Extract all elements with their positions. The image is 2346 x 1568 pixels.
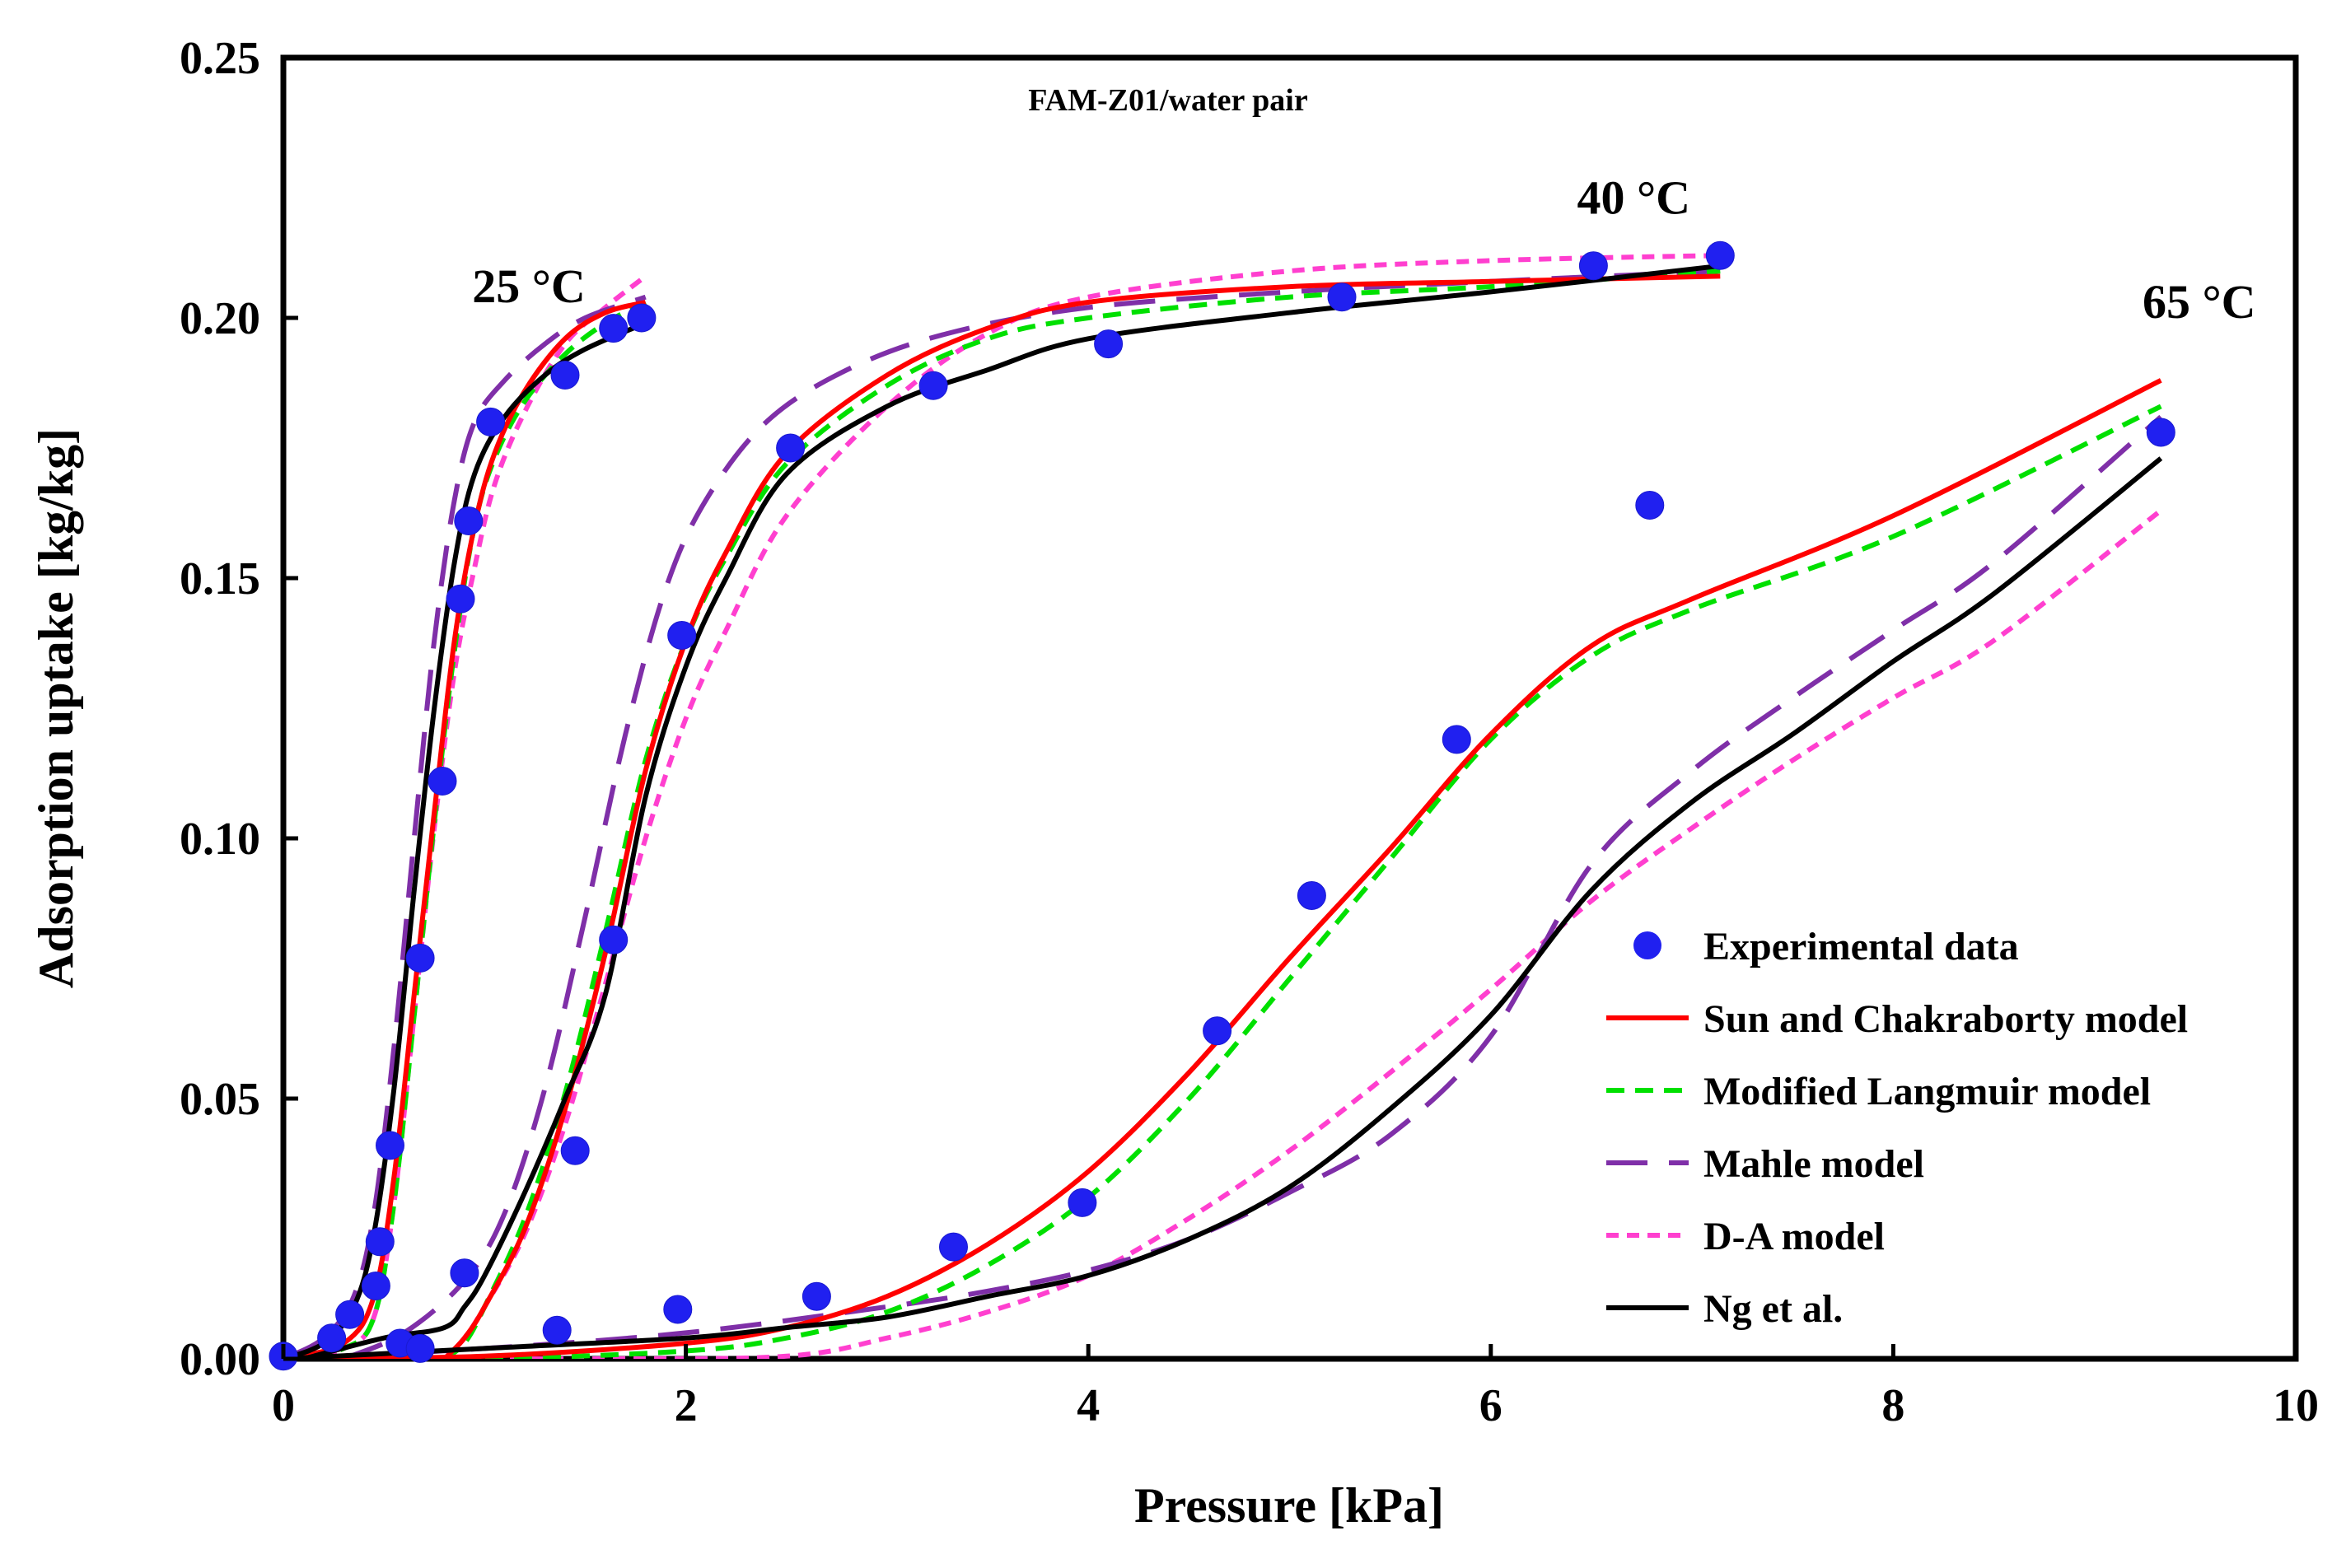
experimental-data-point	[1297, 881, 1326, 910]
experimental-data-point	[1578, 251, 1608, 281]
experimental-data-point	[1203, 1016, 1232, 1046]
legend-label: Ng et al.	[1703, 1287, 1843, 1331]
experimental-data-point	[599, 925, 629, 954]
experimental-data-point	[2146, 418, 2175, 447]
sun-model-curve-1	[442, 273, 1721, 1359]
ng-model-curve-2	[283, 456, 2163, 1359]
experimental-data-point	[627, 303, 657, 333]
experimental-data-point	[376, 1131, 404, 1160]
ng-model-curve-0	[283, 320, 647, 1359]
y-tick-label: 0.25	[180, 33, 260, 84]
sun-model-curve-2	[283, 378, 2162, 1359]
mahle-model-curve-1	[343, 268, 1721, 1359]
y-axis: 0.00 0.05 0.10 0.15 0.20 0.25	[180, 33, 298, 1385]
mahle-model-curve-2	[283, 414, 2163, 1359]
x-tick-label: 2	[675, 1380, 698, 1431]
y-tick-label: 0.00	[180, 1334, 260, 1385]
temperature-annotations: 25 °C 40 °C 65 °C	[472, 171, 2255, 329]
x-tick-label: 4	[1077, 1380, 1100, 1431]
langmuir-model-curve-1	[442, 268, 1721, 1359]
ng-model-curve-1	[302, 263, 1721, 1359]
legend-marker-experimental	[1633, 931, 1661, 959]
experimental-data-point	[450, 1258, 479, 1288]
plot-area-frame	[280, 54, 2299, 1362]
experimental-data-point	[1705, 240, 1735, 270]
model-curves	[283, 253, 2163, 1359]
experimental-data-point	[365, 1227, 395, 1257]
mahle-model-curve-0	[283, 294, 647, 1359]
experimental-data-point	[1635, 491, 1665, 520]
experimental-data-point	[560, 1136, 590, 1165]
legend: Experimental data Sun and Chakraborty mod…	[1606, 925, 2188, 1331]
da-model-curve-2	[283, 508, 2163, 1359]
x-tick-label: 8	[1881, 1380, 1904, 1431]
x-axis: 0 2 4 6 8 10	[272, 1344, 2319, 1431]
legend-label: Mahle model	[1703, 1142, 1924, 1186]
legend-label: Modified Langmuir model	[1703, 1070, 2151, 1113]
da-model-curve-1	[442, 253, 1721, 1359]
temperature-label: 65 °C	[2143, 275, 2256, 329]
temperature-label: 25 °C	[472, 259, 586, 313]
experimental-data-point	[361, 1272, 390, 1300]
experimental-data-point	[317, 1323, 347, 1353]
experimental-points	[269, 240, 2175, 1371]
da-model-curve-0	[283, 274, 647, 1359]
experimental-data-point	[335, 1300, 365, 1329]
y-axis-label: Adsorption uptake [kg/kg]	[29, 428, 83, 988]
experimental-data-point	[776, 433, 806, 463]
legend-label: Experimental data	[1703, 925, 2019, 968]
experimental-data-point	[446, 584, 475, 614]
legend-label: Sun and Chakraborty model	[1703, 997, 2188, 1041]
experimental-data-point	[476, 407, 506, 436]
experimental-data-point	[1327, 282, 1357, 312]
x-axis-label: Pressure [kPa]	[1134, 1478, 1444, 1533]
y-tick-label: 0.10	[180, 814, 260, 865]
y-tick-label: 0.15	[180, 553, 260, 604]
legend-label: D-A model	[1703, 1215, 1885, 1258]
experimental-data-point	[599, 314, 629, 343]
experimental-data-point	[542, 1315, 572, 1345]
experimental-data-point	[428, 767, 457, 796]
experimental-data-point	[454, 506, 484, 535]
x-tick-label: 0	[272, 1380, 295, 1431]
y-tick-label: 0.05	[180, 1074, 260, 1125]
experimental-data-point	[939, 1232, 968, 1262]
experimental-data-point	[1068, 1188, 1097, 1217]
experimental-data-point	[1094, 329, 1124, 359]
x-tick-label: 10	[2273, 1380, 2319, 1431]
experimental-data-point	[663, 1295, 693, 1324]
experimental-data-point	[405, 1333, 435, 1363]
chart-title: FAM-Z01/water pair	[1028, 83, 1308, 118]
experimental-data-point	[918, 371, 948, 400]
x-tick-label: 6	[1479, 1380, 1502, 1431]
experimental-data-point	[667, 621, 697, 650]
temperature-label: 40 °C	[1577, 171, 1690, 225]
experimental-data-point	[801, 1281, 831, 1311]
y-tick-label: 0.20	[180, 293, 260, 344]
experimental-data-point	[1442, 725, 1471, 754]
experimental-data-point	[550, 361, 580, 390]
experimental-data-point	[405, 943, 435, 973]
langmuir-model-curve-2	[283, 404, 2162, 1359]
